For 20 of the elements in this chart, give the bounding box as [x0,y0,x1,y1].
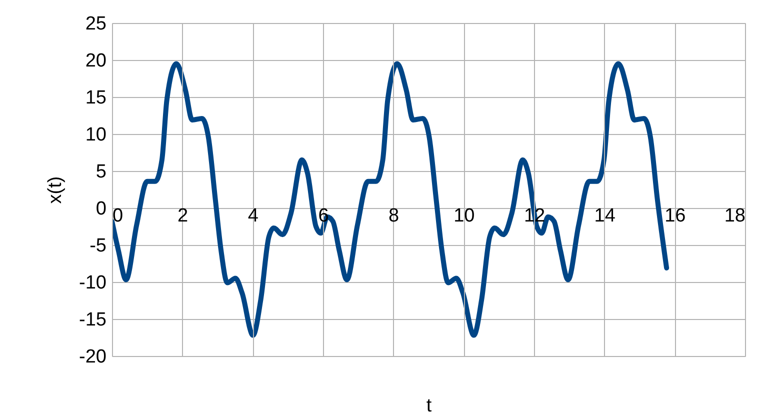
x-tick-label: 16 [664,206,686,226]
x-tick-label: 14 [594,206,616,226]
y-tick-label: 5 [96,162,106,182]
y-tick-label: -20 [79,346,106,368]
y-tick-label: 10 [85,124,106,146]
x-tick-label: 8 [388,206,400,226]
y-tick-label: -10 [79,272,106,294]
x-axis-title: t [426,396,432,414]
y-axis-title: x(t) [45,176,66,204]
x-tick-label: 4 [248,206,259,226]
y-tick-label: 20 [85,50,106,72]
x-tick-label: 6 [318,206,329,226]
y-tick-label: 15 [85,88,106,108]
x-tick-label: 18 [724,206,746,226]
x-tick-label: 10 [454,206,475,226]
x-tick-label: 2 [178,206,188,226]
y-tick-label: 25 [85,14,106,34]
y-tick-label: -15 [79,310,106,330]
y-tick-label: -5 [90,236,106,256]
x-tick-label: 0 [112,206,124,226]
